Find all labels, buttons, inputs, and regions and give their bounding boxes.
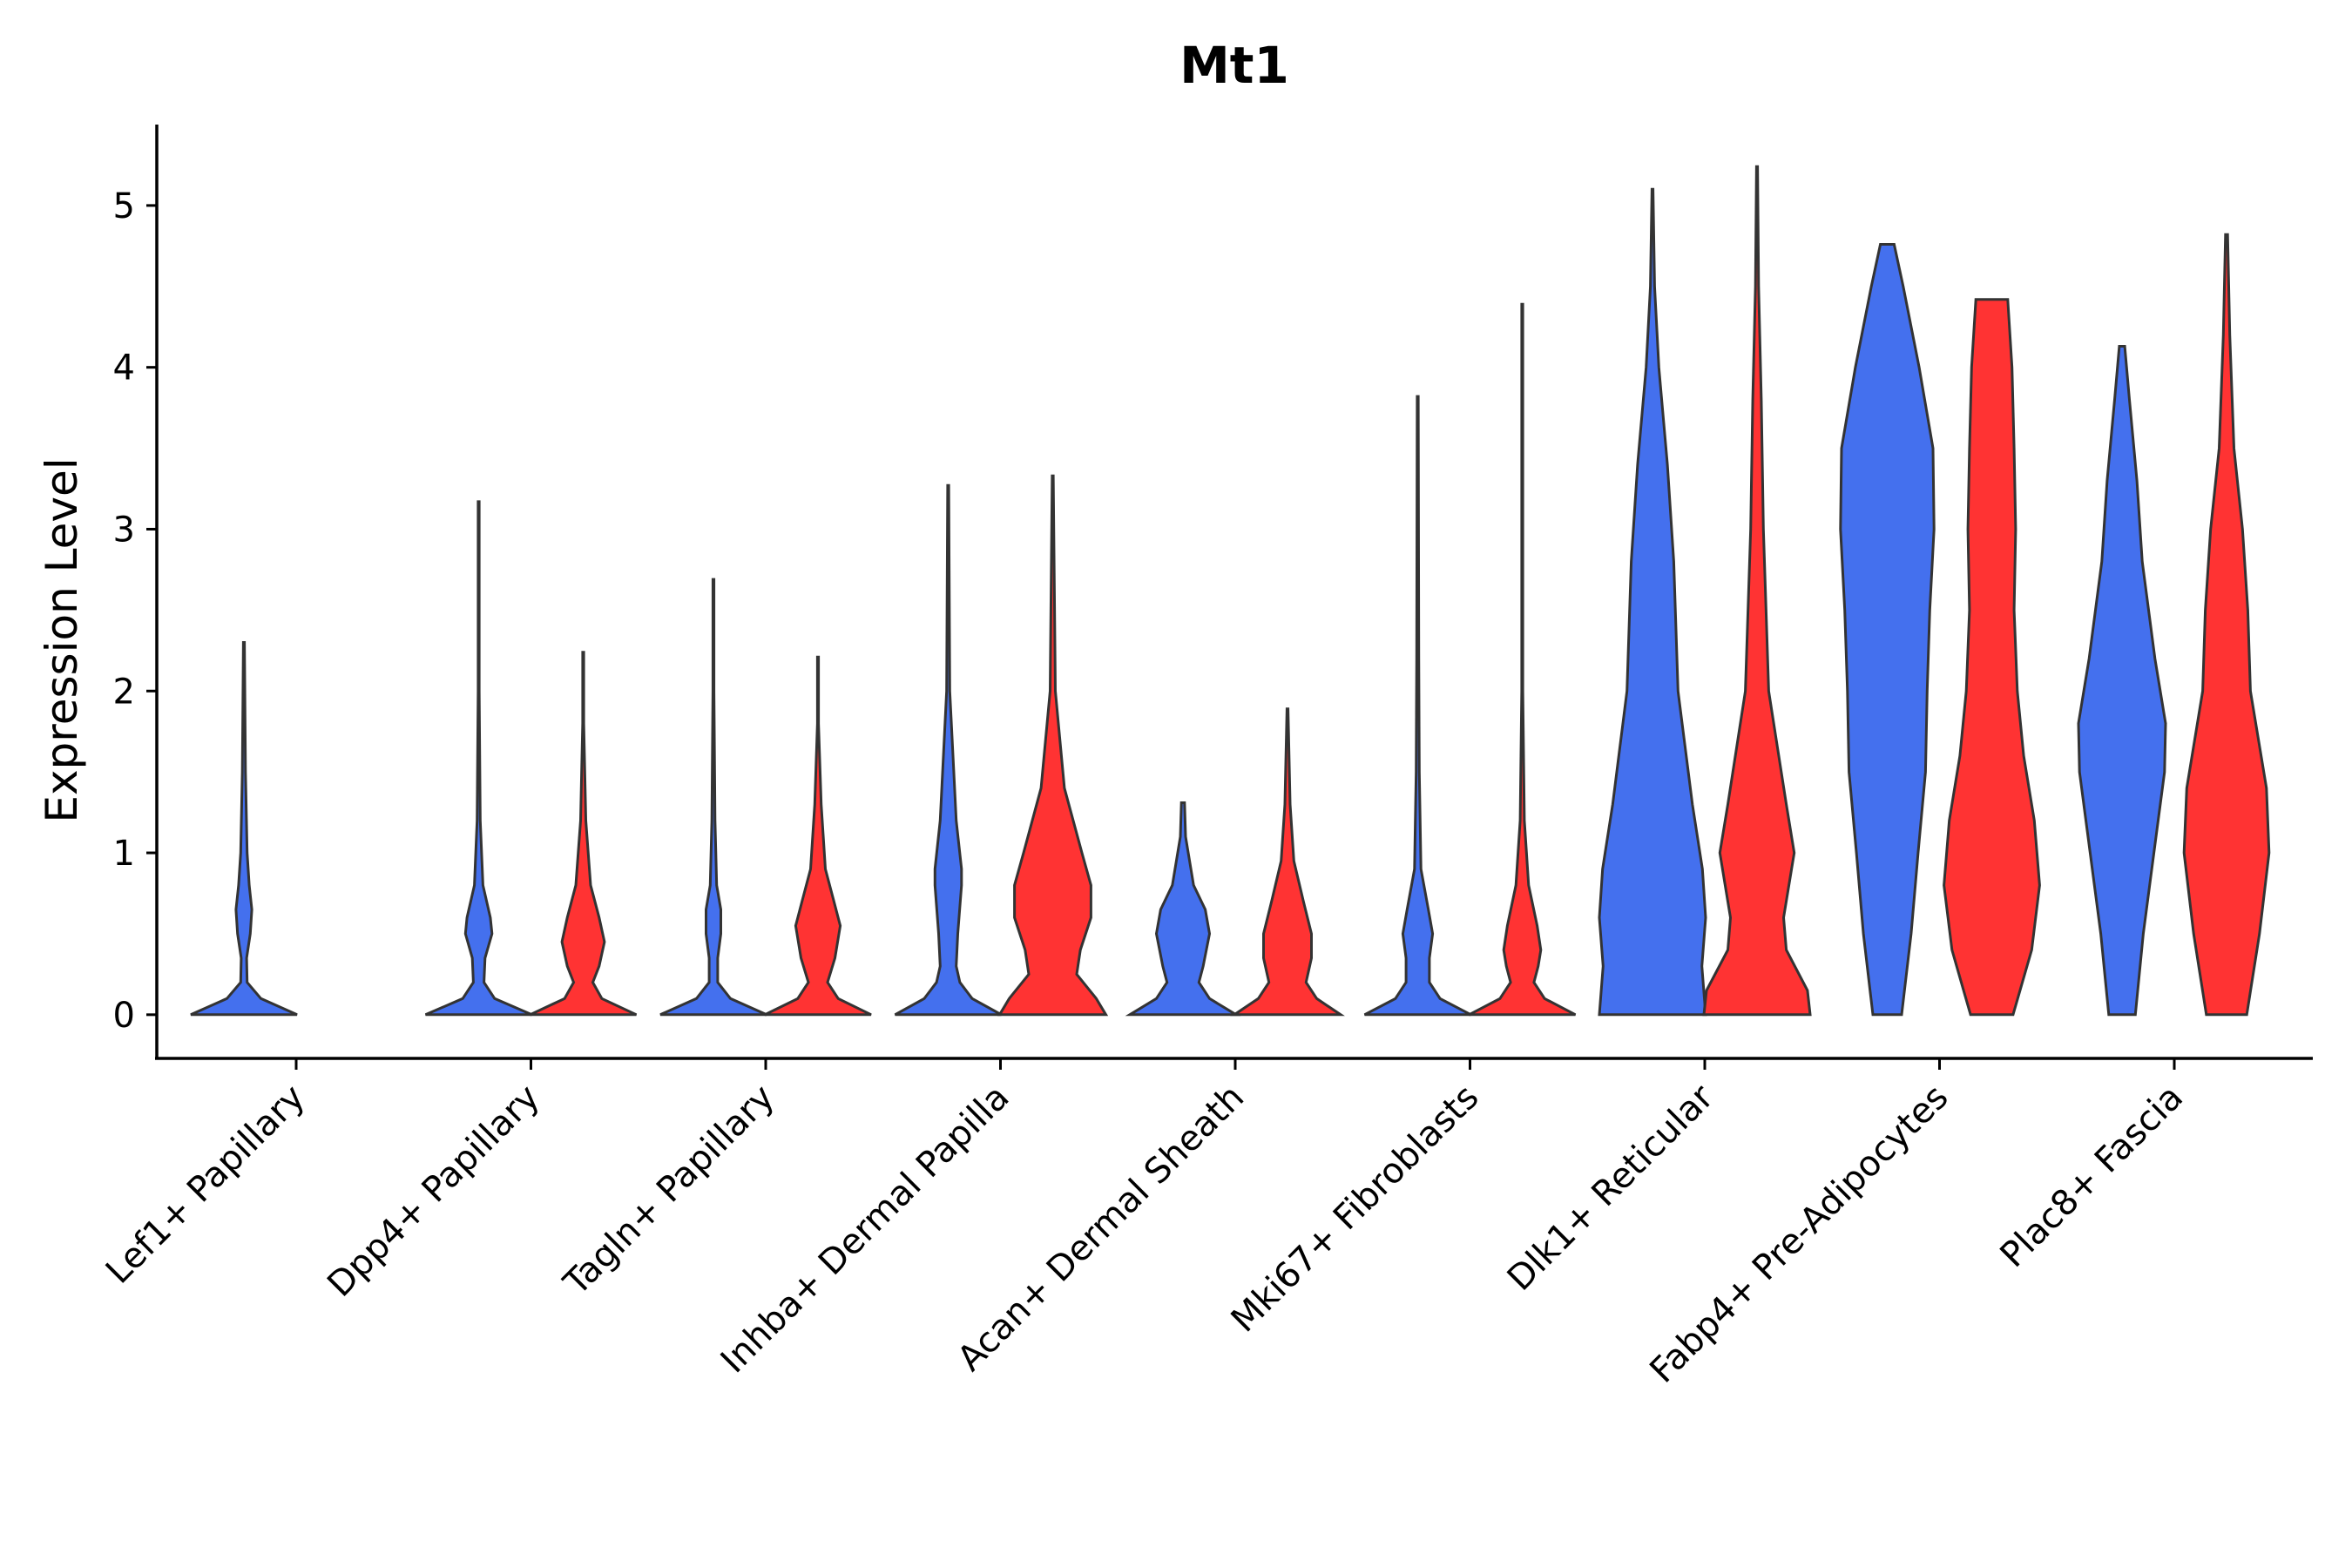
- x-tick-label-dpp4-papillary: Dpp4+ Papillary: [320, 1078, 547, 1305]
- x-tick-label-plac8-fascia: Plac8+ Fascia: [1993, 1078, 2192, 1276]
- violin-lef1-papillary-s1: [190, 641, 298, 1017]
- violin-plac8-fascia-s2: [2182, 233, 2271, 1017]
- violin-fabp4-pre-adipocytes-s2: [1943, 298, 2041, 1017]
- x-tick-label-tagln-papillary: Tagln+ Papillary: [556, 1078, 782, 1304]
- violin-inhba-dermal-papilla-s2: [997, 474, 1109, 1017]
- chart-title: Mt1: [1179, 36, 1289, 95]
- violin-dpp4-papillary-s1: [424, 500, 533, 1017]
- y-tick-label: 2: [113, 672, 135, 712]
- violin-dlk1-reticular-s1: [1598, 187, 1707, 1017]
- violin-dpp4-papillary-s2: [529, 651, 638, 1017]
- violin-fabp4-pre-adipocytes-s1: [1839, 243, 1936, 1017]
- violin-tagln-papillary-s1: [659, 578, 767, 1017]
- violin-tagln-papillary-s2: [764, 655, 872, 1017]
- violin-inhba-dermal-papilla-s1: [894, 483, 1003, 1017]
- x-tick-label-mki67-fibroblasts: Mki67+ Fibroblasts: [1224, 1078, 1487, 1341]
- y-axis-label: Expression Level: [37, 457, 87, 822]
- violins-group: [190, 165, 2271, 1017]
- x-tick-label-lef1-papillary: Lef1+ Papillary: [98, 1078, 313, 1292]
- violin-acan-dermal-sheath-s2: [1230, 707, 1345, 1017]
- violin-dlk1-reticular-s2: [1702, 165, 1812, 1017]
- y-tick-label: 5: [113, 186, 135, 226]
- violin-mki67-fibroblasts-s2: [1468, 302, 1577, 1017]
- violin-acan-dermal-sheath-s1: [1125, 801, 1241, 1017]
- violin-plac8-fascia-s1: [2077, 345, 2167, 1017]
- y-ticks-group: 0 1 2 3 4 5: [113, 186, 157, 1036]
- x-tick-label-dlk1-reticular: Dlk1+ Reticular: [1500, 1077, 1722, 1299]
- y-tick-label: 0: [113, 996, 135, 1036]
- y-tick-label: 3: [113, 510, 135, 550]
- y-tick-label: 4: [113, 348, 135, 389]
- y-tick-label: 1: [113, 834, 135, 874]
- violin-mki67-fibroblasts-s1: [1363, 395, 1472, 1017]
- x-ticks-group: Lef1+ Papillary Dpp4+ Papillary Tagln+ Pap…: [98, 1058, 2191, 1391]
